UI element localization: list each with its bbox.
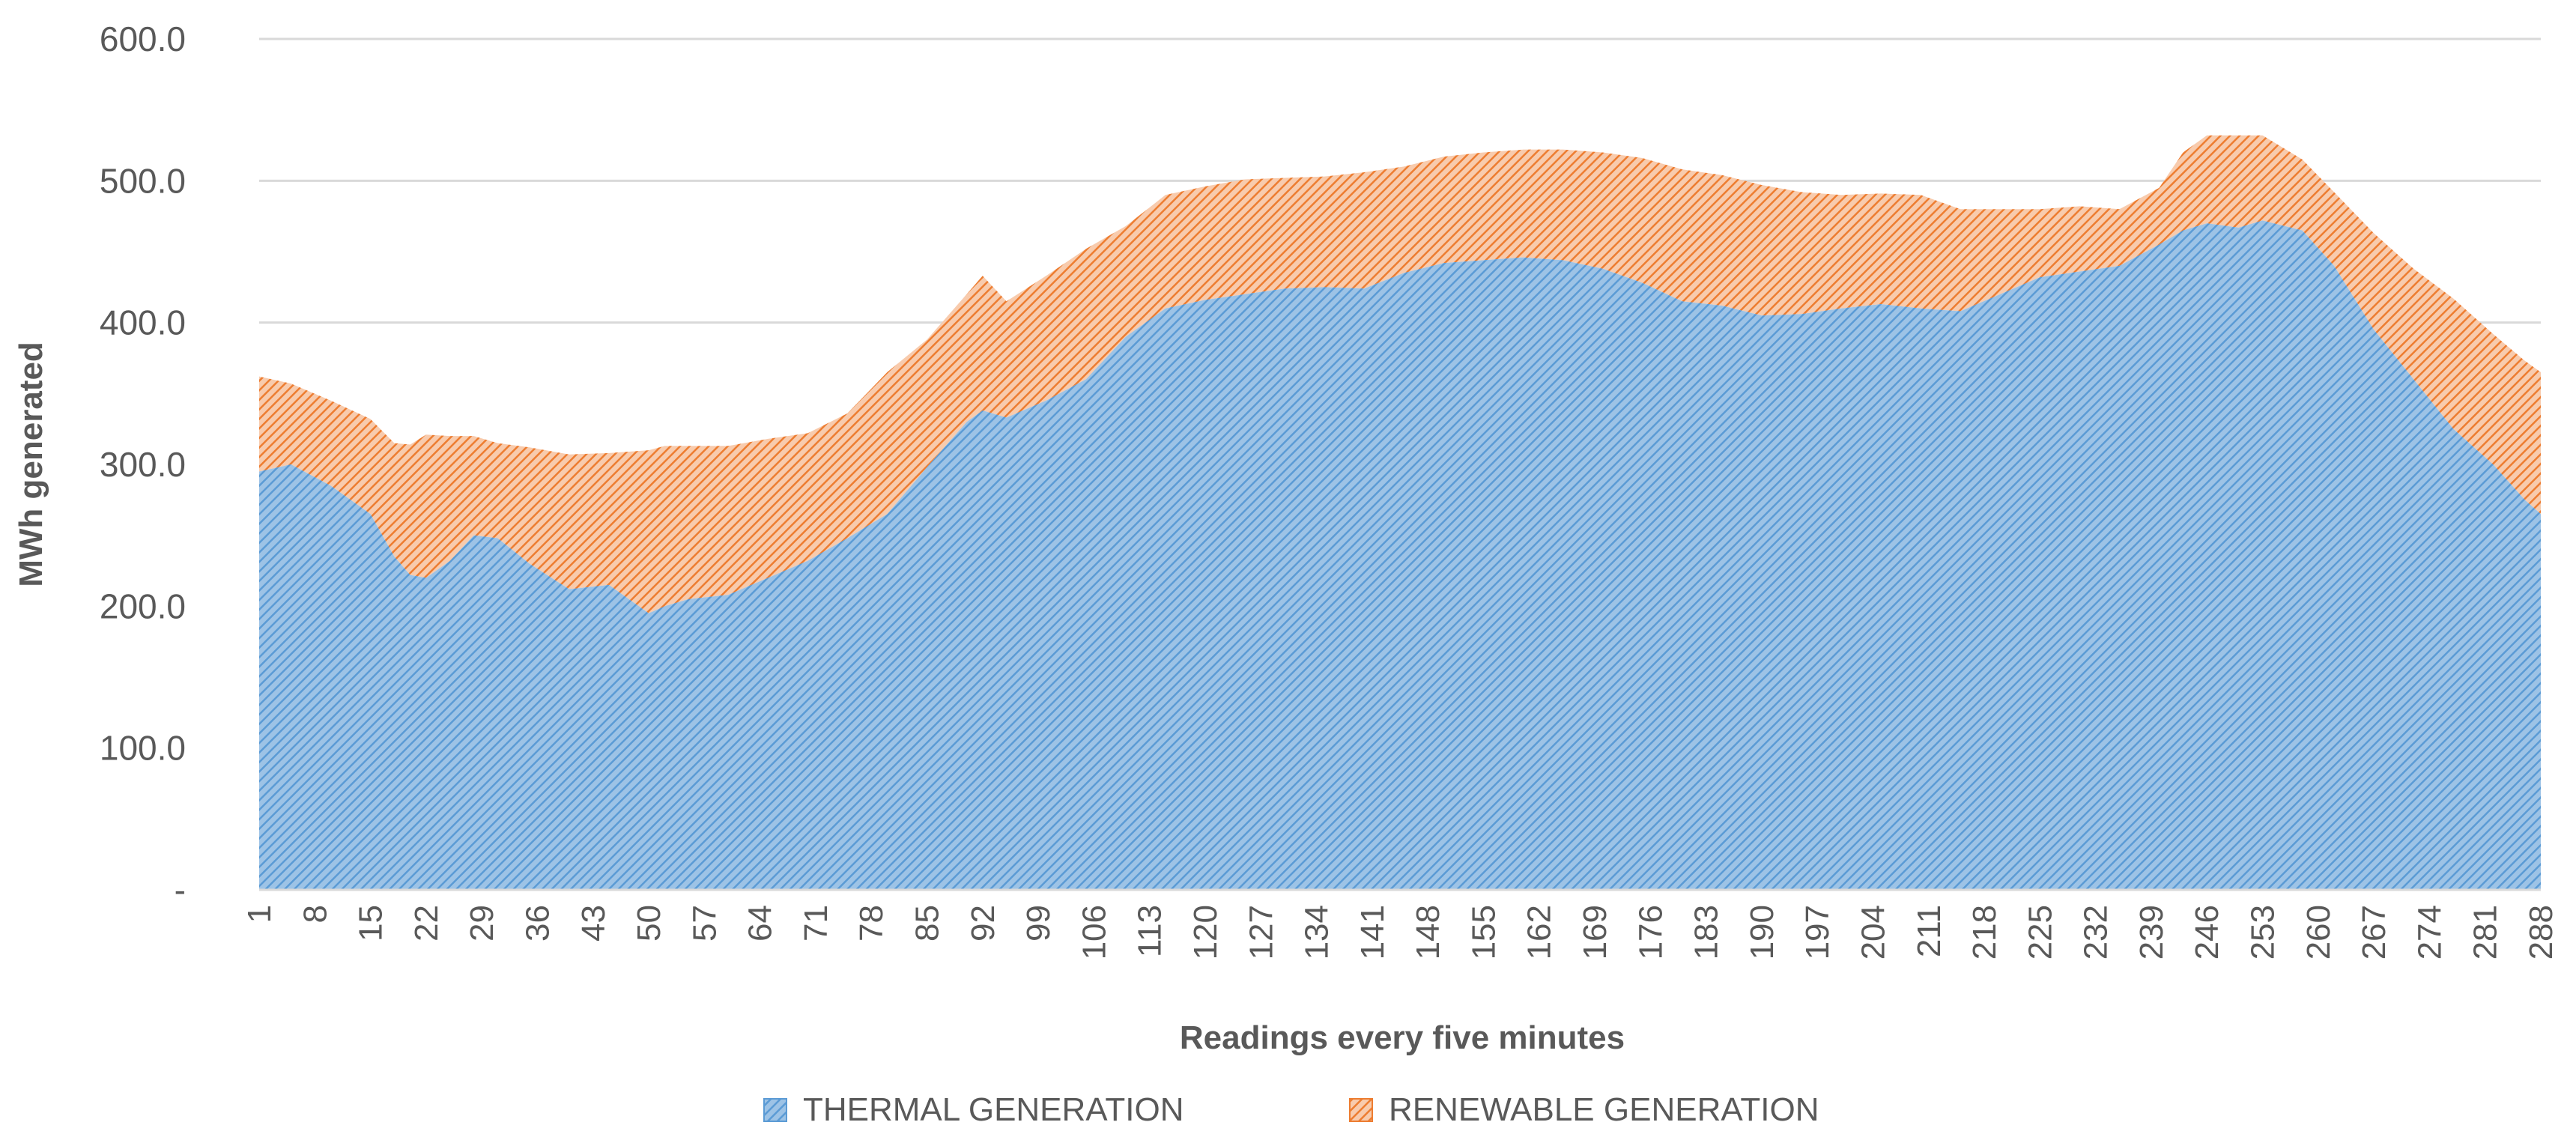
x-tick-label: 148 <box>1410 905 1446 959</box>
x-tick-label: 218 <box>1966 905 2003 959</box>
y-axis-ticks: - 100.0 200.0 300.0 400.0 500.0 600.0 <box>100 19 186 909</box>
x-tick-label: 225 <box>2022 905 2058 959</box>
x-tick-label: 113 <box>1132 905 1169 957</box>
y-tick-label: 200.0 <box>100 586 186 625</box>
x-axis-title: Readings every five minutes <box>1180 1019 1625 1056</box>
series-areas <box>259 135 2541 891</box>
x-tick-label: 288 <box>2523 905 2560 959</box>
x-tick-label: 141 <box>1354 905 1391 959</box>
x-axis-ticks: 1 8 15 22 29 36 43 50 57 64 71 78 85 92 99 106 113 120 127… <box>241 905 2560 959</box>
y-tick-label: 400.0 <box>100 303 186 342</box>
x-tick-label: 197 <box>1799 905 1836 959</box>
x-tick-label: 106 <box>1076 905 1112 959</box>
legend: THERMAL GENERATION RENEWABLE GENERATION <box>763 1091 1819 1128</box>
area-thermal-generation[interactable] <box>259 220 2541 890</box>
area-renewable-generation[interactable] <box>259 135 2541 613</box>
x-tick-label: 120 <box>1187 905 1224 959</box>
legend-item-thermal[interactable]: THERMAL GENERATION <box>763 1091 1184 1128</box>
y-tick-label: 100.0 <box>100 729 186 768</box>
x-tick-label: 15 <box>353 905 390 942</box>
x-tick-label: 169 <box>1577 905 1613 959</box>
x-tick-label: 78 <box>853 905 890 942</box>
legend-swatch-renewable <box>1349 1098 1373 1122</box>
y-tick-label: 600.0 <box>100 19 186 58</box>
y-tick-label: - <box>175 870 186 909</box>
x-tick-label: 246 <box>2189 905 2225 959</box>
x-tick-label: 50 <box>631 905 667 942</box>
x-tick-label: 239 <box>2133 905 2170 959</box>
x-tick-label: 134 <box>1299 905 1336 959</box>
x-tick-label: 253 <box>2245 905 2282 959</box>
x-tick-label: 29 <box>464 905 500 942</box>
x-tick-label: 22 <box>408 905 445 942</box>
y-axis-title: MWh generated <box>13 342 49 587</box>
x-tick-label: 64 <box>742 905 779 942</box>
x-tick-label: 176 <box>1632 905 1669 959</box>
x-tick-label: 183 <box>1688 905 1725 959</box>
y-tick-label: 300.0 <box>100 445 186 484</box>
x-tick-label: 43 <box>575 905 612 942</box>
x-tick-label: 274 <box>2411 905 2448 959</box>
x-tick-label: 281 <box>2467 905 2504 959</box>
x-tick-label: 155 <box>1465 905 1502 959</box>
x-tick-label: 127 <box>1243 905 1279 959</box>
x-tick-label: 267 <box>2356 905 2392 959</box>
x-tick-label: 260 <box>2300 905 2337 959</box>
x-tick-label: 99 <box>1020 905 1057 942</box>
legend-swatch-thermal <box>763 1098 787 1122</box>
x-tick-label: 190 <box>1744 905 1781 959</box>
x-tick-label: 92 <box>965 905 1001 942</box>
legend-label-renewable: RENEWABLE GENERATION <box>1389 1091 1819 1128</box>
legend-item-renewable[interactable]: RENEWABLE GENERATION <box>1349 1091 1819 1128</box>
y-tick-label: 500.0 <box>100 161 186 200</box>
legend-label-thermal: THERMAL GENERATION <box>803 1091 1184 1128</box>
x-tick-label: 232 <box>2078 905 2115 959</box>
x-tick-label: 57 <box>686 905 723 942</box>
x-tick-label: 8 <box>297 905 333 923</box>
x-tick-label: 71 <box>798 905 834 942</box>
x-tick-label: 1 <box>241 905 278 923</box>
x-tick-label: 85 <box>909 905 946 942</box>
x-tick-label: 204 <box>1855 905 1891 959</box>
x-tick-label: 162 <box>1521 905 1558 959</box>
x-tick-label: 211 <box>1911 905 1948 957</box>
x-tick-label: 36 <box>519 905 556 942</box>
